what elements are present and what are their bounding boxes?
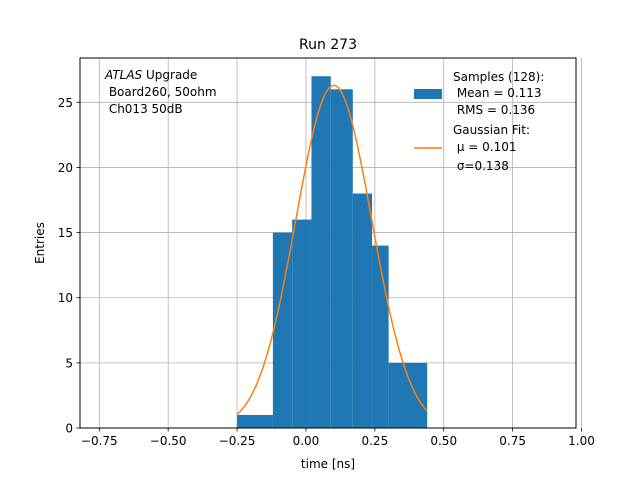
y-tick-label-5: 25 (58, 96, 73, 110)
legend-samples-line-2: Mean = 0.113 (453, 86, 542, 100)
x-tick-label-5: 0.50 (430, 434, 457, 448)
x-tick-label-1: −0.50 (150, 434, 187, 448)
y-tick-label-2: 10 (58, 291, 73, 305)
legend-samples-line-1: Samples (128): (453, 70, 544, 84)
plot-frame (79, 57, 577, 429)
histogram-bar-3 (311, 76, 331, 428)
y-tick-label-0: 0 (65, 422, 73, 436)
y-tick-label-4: 20 (58, 161, 73, 175)
legend-fit-line-1: Gaussian Fit: (453, 123, 530, 137)
legend-samples-line-3: RMS = 0.136 (453, 103, 535, 117)
histogram-bar-5 (352, 193, 373, 428)
histogram-bar-2 (292, 219, 312, 428)
x-tick-label-3: 0.00 (293, 434, 320, 448)
atlas-italic-label: ATLAS (104, 68, 143, 82)
x-tick-label-4: 0.25 (361, 434, 388, 448)
y-tick-label-3: 15 (58, 226, 73, 240)
x-axis-label: time [ns] (301, 457, 355, 471)
annotation-line-1: ATLAS Upgrade (104, 68, 197, 82)
histogram-bar-7 (388, 362, 428, 428)
x-tick-label-2: −0.25 (219, 434, 256, 448)
legend-fit-line-3: σ=0.138 (453, 159, 509, 173)
x-axis: −0.75 −0.50 −0.25 0.00 0.25 0.50 0.75 1.00 (81, 428, 595, 448)
annotation-line-3: Ch013 50dB (105, 102, 183, 116)
annotation-line-2: Board260, 50ohm (105, 85, 217, 99)
x-tick-label-6: 0.75 (499, 434, 526, 448)
histogram-bar-1 (272, 232, 293, 428)
atlas-upgrade-label: Upgrade (142, 68, 197, 82)
histogram-bar-0 (237, 414, 273, 428)
legend-samples-swatch (414, 89, 442, 99)
chart-title: Run 273 (299, 37, 357, 53)
legend: Samples (128): Mean = 0.113 RMS = 0.136 … (414, 70, 544, 173)
gaussian-fit-curve (236, 84, 428, 416)
histogram-bar-6 (372, 245, 389, 428)
y-axis-label: Entries (33, 222, 47, 264)
histogram-bar-4 (330, 89, 353, 428)
x-tick-label-7: 1.00 (568, 434, 595, 448)
annotation-block: ATLAS Upgrade Board260, 50ohm Ch013 50dB (104, 68, 217, 116)
y-tick-label-1: 5 (65, 356, 73, 370)
histogram-bars (237, 76, 428, 428)
x-tick-label-0: −0.75 (81, 434, 118, 448)
y-axis: 0 5 10 15 20 25 (58, 96, 80, 436)
legend-fit-line-2: μ = 0.101 (453, 140, 517, 154)
